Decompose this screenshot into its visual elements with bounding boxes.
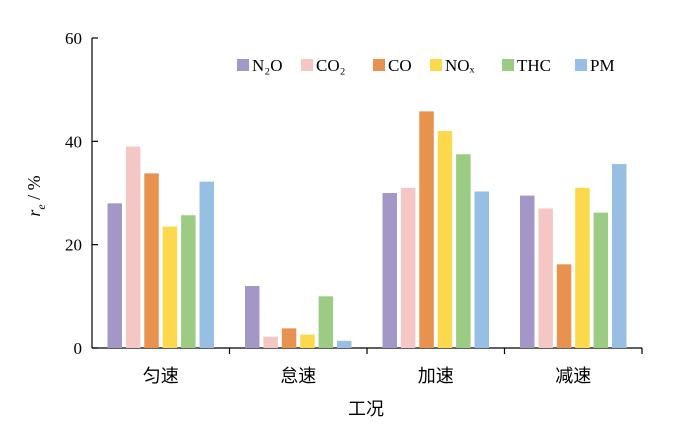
legend-swatch	[430, 59, 442, 71]
bar-0-4	[181, 215, 196, 348]
bar-0-1	[125, 146, 141, 348]
bar-2-3	[437, 131, 453, 348]
legend-label: NOₓ	[445, 56, 475, 75]
bar-0-0	[107, 203, 122, 348]
bar-3-1	[538, 208, 553, 348]
bar-1-5	[337, 340, 352, 348]
y-axis-title-sub: e	[34, 204, 48, 210]
bar-2-1	[400, 187, 416, 348]
y-tick-label: 60	[65, 29, 82, 48]
bar-3-0	[520, 195, 535, 348]
bars	[107, 111, 627, 348]
y-axis-title-unit: / %	[24, 175, 44, 204]
legend-swatch	[237, 59, 249, 71]
legend-swatch	[301, 59, 313, 71]
bar-2-0	[382, 193, 397, 348]
x-axis-title: 工况	[348, 399, 384, 419]
x-category-label: 加速	[418, 366, 454, 386]
legend-label: PM	[590, 56, 615, 75]
y-axis-title-main: r	[24, 209, 44, 217]
y-tick-label: 40	[65, 132, 82, 151]
bar-2-4	[456, 154, 471, 348]
y-axis-title: re / %	[24, 175, 48, 216]
legend-swatch	[373, 59, 385, 71]
bar-1-4	[318, 296, 334, 348]
legend-label: N₂O	[252, 56, 282, 75]
bar-3-2	[556, 264, 572, 348]
bar-3-4	[593, 212, 609, 348]
legend-swatch	[502, 59, 514, 71]
x-category-label: 匀速	[143, 366, 179, 386]
bar-3-3	[575, 187, 590, 348]
y-tick-label: 0	[74, 339, 83, 358]
legend: N₂O CO₂ CO NOₓ THC PM	[237, 56, 615, 75]
bar-0-2	[144, 173, 159, 348]
bar-2-2	[419, 111, 434, 348]
bar-2-5	[474, 191, 489, 348]
bar-0-3	[162, 226, 178, 348]
bar-1-0	[245, 286, 260, 348]
y-tick-label: 20	[65, 236, 82, 255]
x-categories: 匀速 怠速 加速 减速	[143, 366, 592, 386]
x-category-label: 怠速	[280, 366, 316, 386]
bar-1-3	[300, 334, 315, 348]
bar-1-1	[263, 336, 278, 348]
y-ticks: 0 20 40 60	[65, 29, 98, 358]
bar-3-5	[612, 164, 627, 348]
legend-label: CO₂	[316, 56, 346, 75]
x-category-label: 减速	[555, 366, 591, 386]
bar-1-2	[281, 328, 297, 348]
legend-label: THC	[517, 56, 551, 75]
legend-label: CO	[388, 56, 412, 75]
bar-0-5	[199, 181, 214, 348]
legend-swatch	[575, 59, 587, 71]
